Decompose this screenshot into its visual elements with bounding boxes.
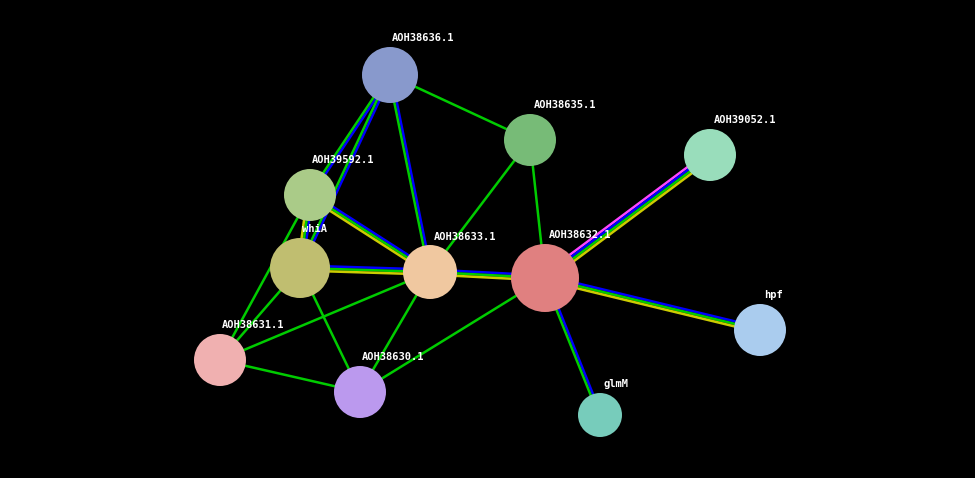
Text: glmM: glmM [604, 379, 629, 389]
Circle shape [284, 169, 336, 221]
Circle shape [504, 114, 556, 166]
Circle shape [684, 129, 736, 181]
Circle shape [194, 334, 246, 386]
Text: hpf: hpf [764, 290, 783, 300]
Circle shape [334, 366, 386, 418]
Text: AOH39052.1: AOH39052.1 [714, 115, 776, 125]
Circle shape [734, 304, 786, 356]
Circle shape [362, 47, 418, 103]
Text: AOH38632.1: AOH38632.1 [549, 230, 611, 240]
Circle shape [403, 245, 457, 299]
Circle shape [578, 393, 622, 437]
Circle shape [270, 238, 330, 298]
Text: whiA: whiA [302, 224, 327, 234]
Text: AOH38633.1: AOH38633.1 [434, 232, 496, 242]
Text: AOH38631.1: AOH38631.1 [222, 320, 285, 330]
Text: AOH38630.1: AOH38630.1 [362, 352, 424, 362]
Text: AOH38636.1: AOH38636.1 [392, 33, 454, 43]
Circle shape [511, 244, 579, 312]
Text: AOH39592.1: AOH39592.1 [312, 155, 374, 165]
Text: AOH38635.1: AOH38635.1 [534, 100, 597, 110]
